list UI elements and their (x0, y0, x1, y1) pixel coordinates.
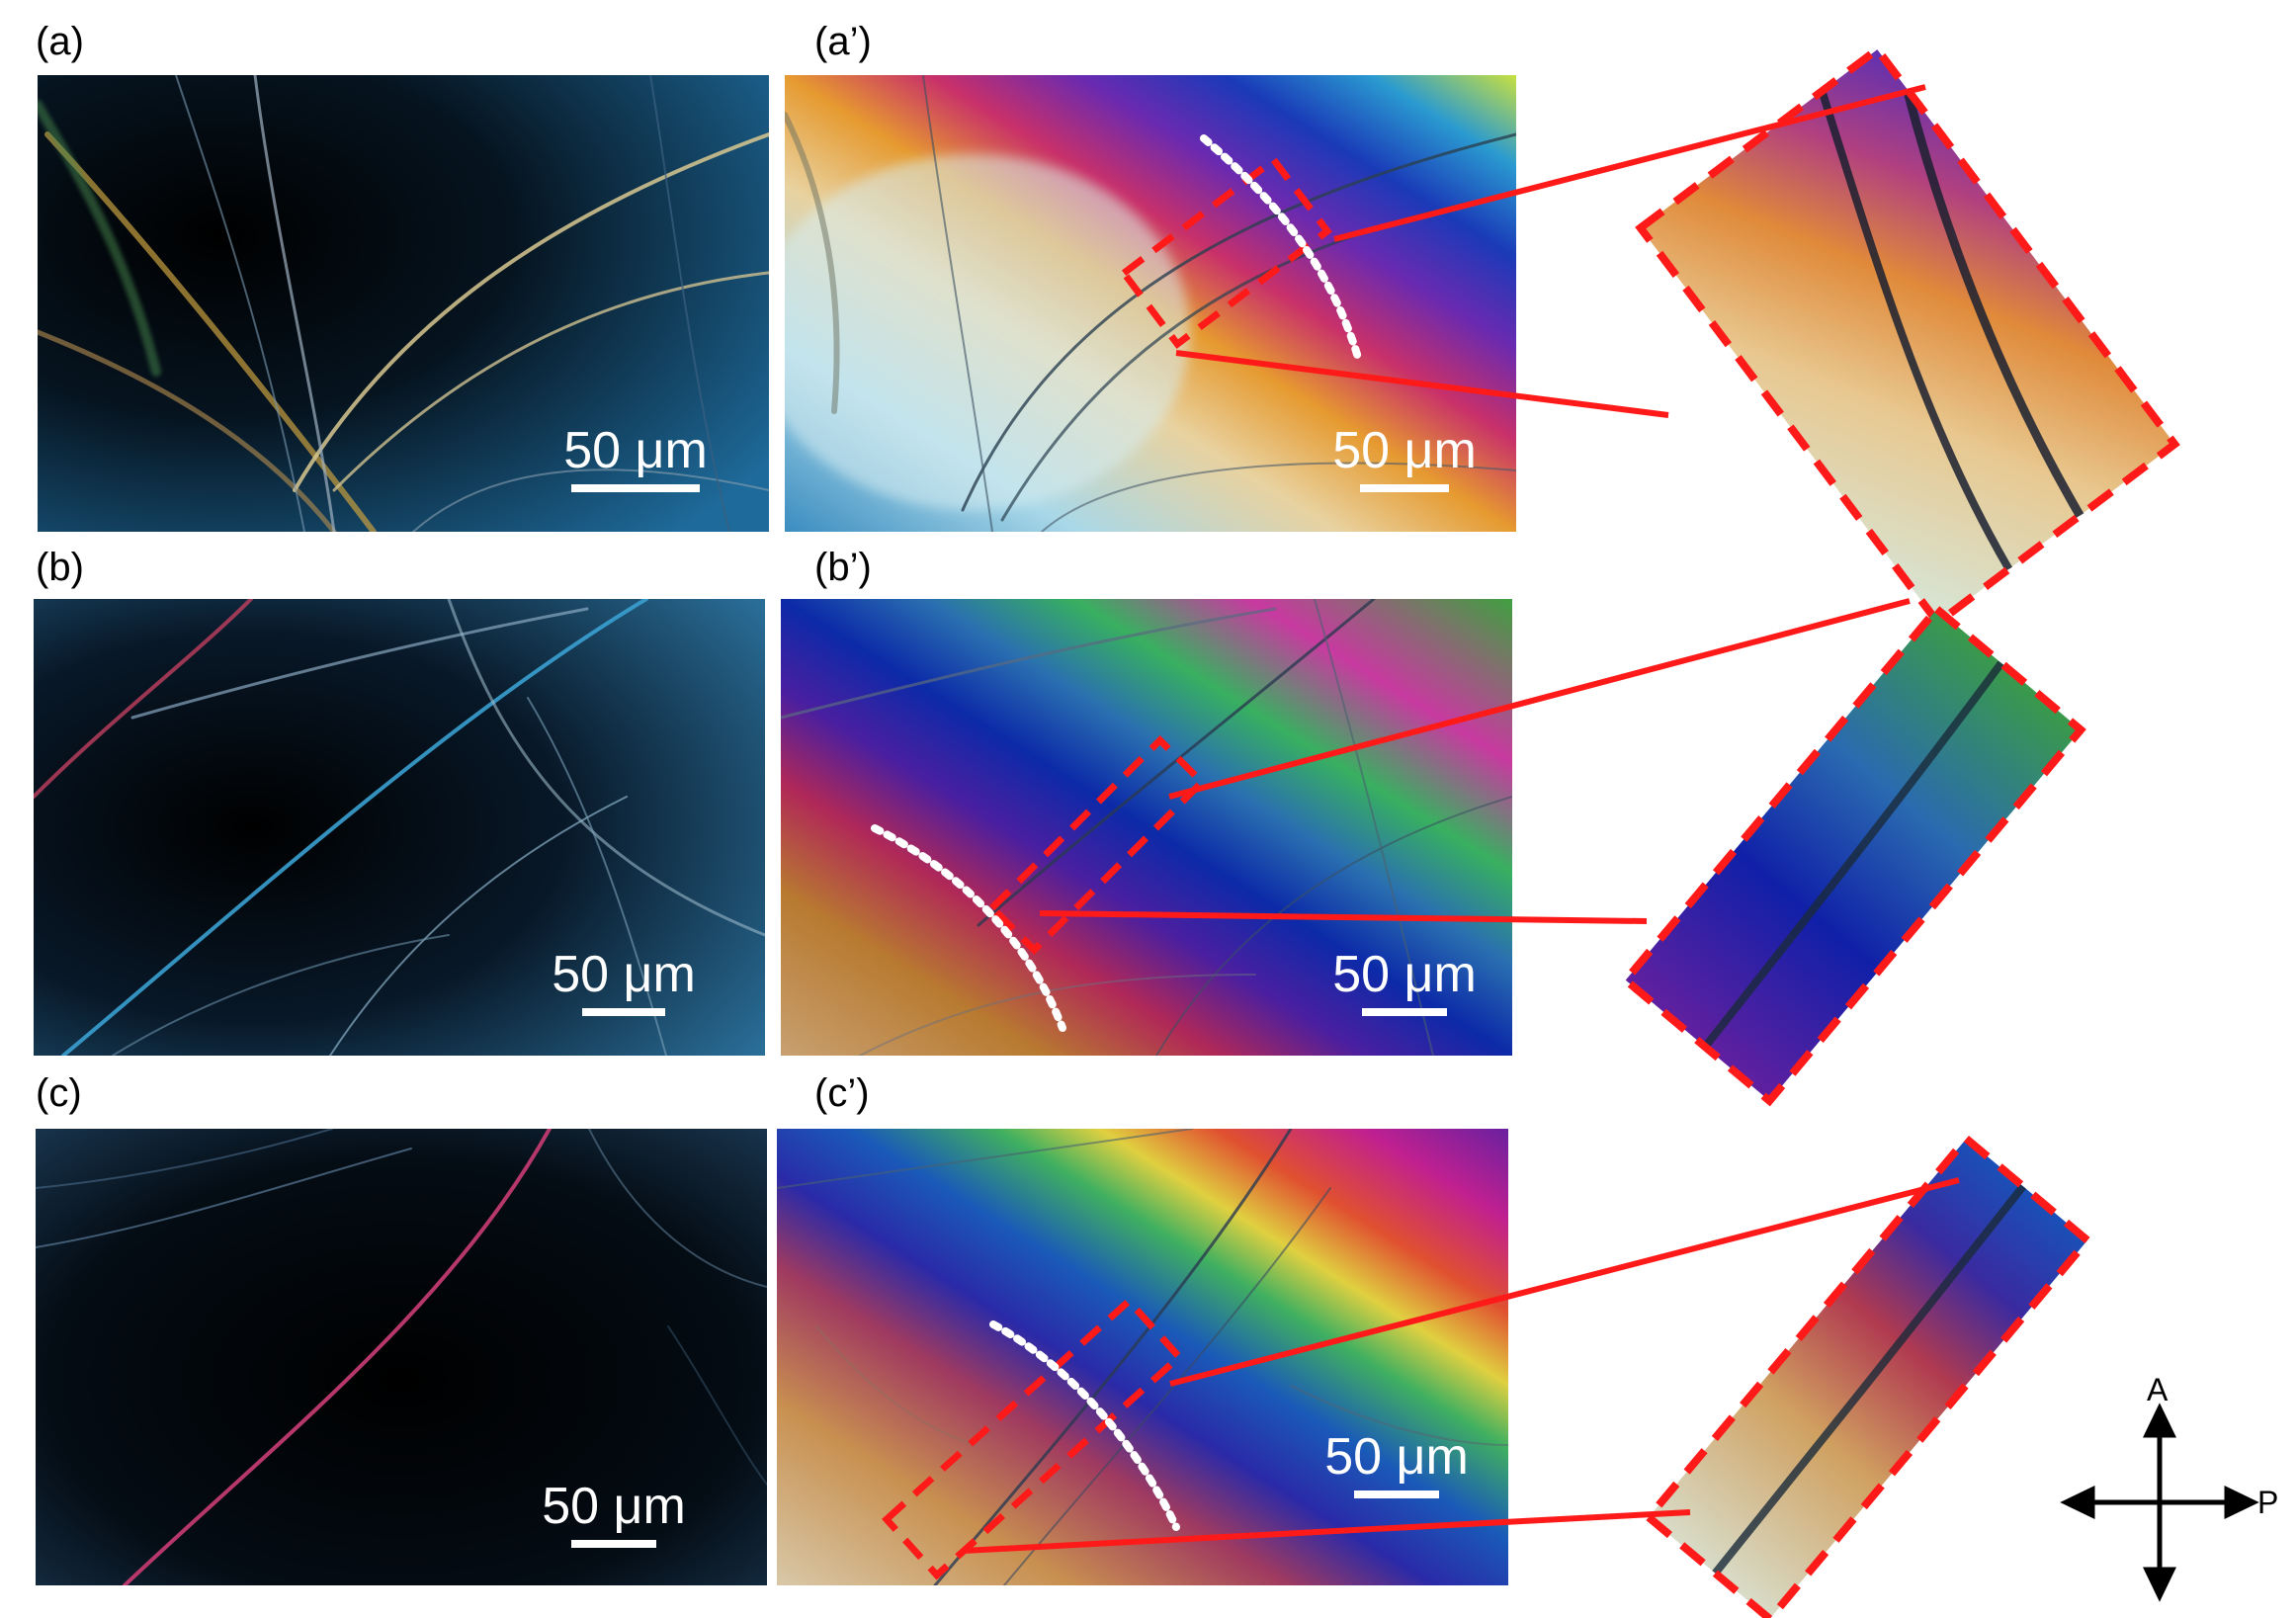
scale-bar-a: 50 μm (542, 425, 729, 492)
polarizer-axis-label: P (2257, 1485, 2279, 1520)
micrograph-a (38, 75, 769, 532)
scale-bar-line (571, 1540, 656, 1548)
scale-bar-line (1362, 1008, 1447, 1016)
scale-bar-line (582, 1008, 665, 1016)
panel-label-b: (b) (36, 546, 84, 589)
zoom-inset-a-outline (1635, 43, 2180, 629)
scale-bar-line (571, 484, 700, 492)
scale-bar-a-prime: 50 μm (1311, 425, 1498, 492)
panel-label-c-prime: (c’) (814, 1071, 870, 1115)
zoom-inset-a (1635, 43, 2180, 629)
scale-bar-text: 50 μm (1332, 946, 1477, 1003)
scale-bar-text: 50 μm (1332, 422, 1477, 479)
scale-bar-c-prime: 50 μm (1303, 1431, 1490, 1498)
scale-bar-c: 50 μm (520, 1481, 708, 1548)
zoom-inset-b (1620, 603, 2086, 1107)
scale-bar-b-prime: 50 μm (1311, 949, 1498, 1016)
scale-bar-line (1360, 484, 1449, 492)
panel-label-b-prime: (b’) (814, 546, 872, 589)
scale-bar-b: 50 μm (530, 949, 718, 1016)
panel-label-c: (c) (36, 1071, 82, 1115)
scale-bar-line (1354, 1490, 1439, 1498)
zoom-inset-b-outline (1620, 603, 2086, 1107)
panel-label-a: (a) (36, 20, 84, 63)
micrograph-c (36, 1129, 767, 1585)
panel-label-a-prime: (a’) (814, 20, 872, 63)
scale-bar-text: 50 μm (542, 1478, 686, 1535)
scale-bar-text: 50 μm (1324, 1428, 1469, 1486)
scale-bar-text: 50 μm (563, 422, 708, 479)
analyzer-axis-label: A (2147, 1372, 2168, 1407)
zoom-inset-c (1643, 1133, 2093, 1618)
micrograph-b (34, 599, 765, 1056)
micrograph-c-prime (777, 1129, 1508, 1585)
axis-cross (2060, 1403, 2259, 1602)
zoom-inset-c-outline (1643, 1133, 2093, 1618)
scale-bar-text: 50 μm (552, 946, 696, 1003)
